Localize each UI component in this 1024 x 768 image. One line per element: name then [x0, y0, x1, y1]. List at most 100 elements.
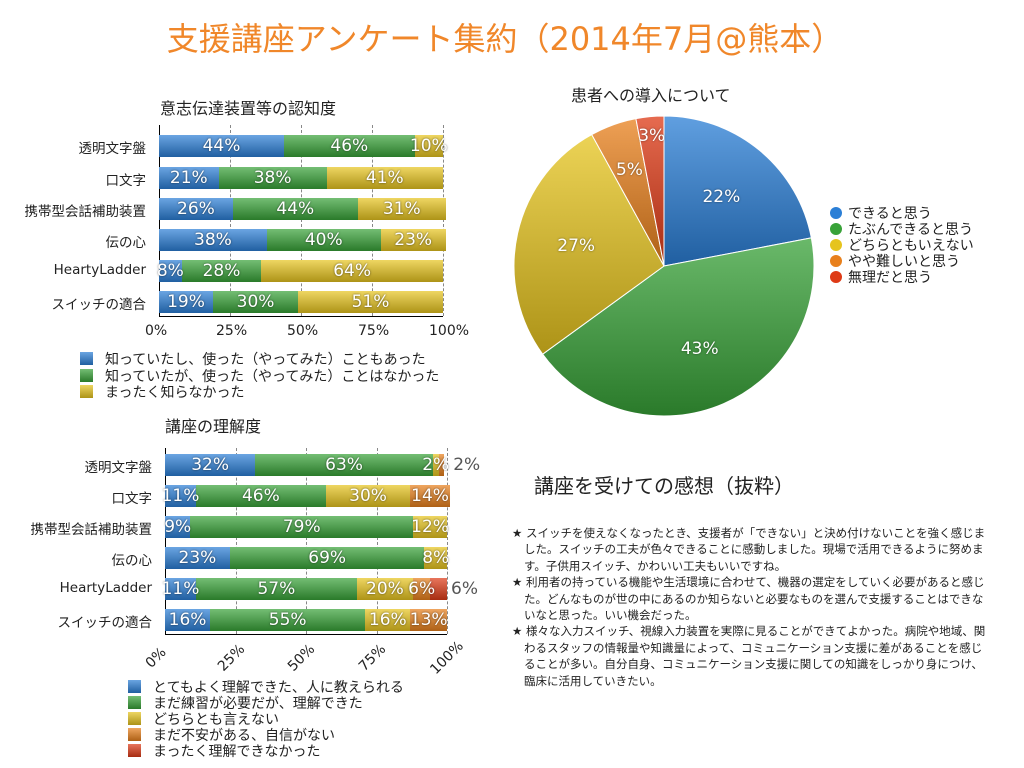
legend-label: まだ不安がある、自信がない — [153, 728, 335, 744]
plot-area — [165, 448, 448, 635]
bar-segment — [165, 547, 230, 569]
category-label: 口文字 — [111, 491, 153, 507]
bar-value-label: 32% — [191, 455, 230, 475]
bar-segment — [210, 609, 366, 631]
category-label: スイッチの適合 — [51, 297, 147, 313]
bar-value-label: 9% — [164, 517, 192, 537]
bar-segment — [326, 167, 443, 189]
bar-value-label: 46% — [241, 486, 280, 506]
bar-segment — [413, 516, 447, 538]
gridline — [230, 125, 231, 316]
bar-segment — [218, 167, 327, 189]
bar-segment — [165, 485, 197, 507]
legend-swatch — [128, 744, 141, 757]
bar-segment — [380, 229, 446, 251]
bar-segment — [190, 516, 414, 538]
legend-dot — [830, 207, 842, 219]
legend-dot — [830, 239, 842, 251]
bar-value-label: 38% — [194, 230, 232, 250]
bar-segment — [159, 198, 233, 220]
bar-value-label: 10% — [409, 136, 448, 156]
legend-label: できると思う — [848, 206, 932, 222]
bar-segment — [255, 454, 433, 476]
pie-legend-item: たぶんできると思う — [830, 222, 973, 238]
legend-label: やや難しいと思う — [848, 254, 960, 270]
legend-item: どちらとも言えない — [128, 712, 279, 728]
bar-segment — [165, 578, 197, 600]
pie-value-label: 22% — [702, 186, 741, 207]
category-label: 携帯型会話補助装置 — [24, 204, 147, 220]
bar-value-label: 69% — [308, 548, 347, 568]
category-label: スイッチの適合 — [57, 615, 153, 631]
x-tick-label: 100% — [429, 323, 470, 339]
category-label: HeartyLadder — [59, 580, 152, 596]
x-tick-label: 75% — [358, 323, 390, 339]
bar-value-label: 2% — [453, 455, 481, 475]
bar-value-label: 30% — [236, 292, 275, 312]
legend-label: どちらとも言えない — [153, 712, 279, 728]
bar-segment — [159, 291, 213, 313]
category-label: 透明文字盤 — [78, 141, 147, 157]
bar-segment — [410, 485, 450, 507]
chart1-title: 意志伝達装置等の認知度 — [160, 99, 337, 118]
pie-legend-item: やや難しいと思う — [830, 254, 960, 270]
category-label: 口文字 — [105, 173, 147, 189]
bar-segment — [424, 547, 447, 569]
bar-segment — [261, 260, 443, 282]
bar-value-label: 11% — [161, 579, 200, 599]
legend-swatch — [128, 728, 141, 741]
bar-value-label: 79% — [282, 517, 321, 537]
bar-segment — [165, 609, 211, 631]
bar-segment — [298, 291, 443, 313]
pie-value-label: 5% — [615, 160, 643, 181]
bar-value-label: 64% — [333, 261, 372, 281]
legend-label: 無理だと思う — [848, 270, 932, 286]
bar-segment — [356, 578, 414, 600]
comment-item: ★ 様々な入力スイッチ、視線入力装置を実際に見ることができてよかった。病院や地域… — [512, 624, 986, 688]
category-label: HeartyLadder — [53, 262, 146, 278]
bar-value-label: 31% — [382, 199, 421, 219]
pie-slice — [513, 133, 665, 355]
bar-segment — [325, 485, 411, 507]
gridline — [235, 448, 237, 634]
bar-segment — [432, 454, 439, 476]
legend-item: まだ不安がある、自信がない — [128, 728, 335, 744]
legend-dot — [830, 271, 842, 283]
legend-swatch — [128, 696, 141, 709]
bar-segment — [232, 198, 358, 220]
bar-segment — [357, 198, 446, 220]
bar-value-label: 13% — [409, 610, 448, 630]
bar-segment — [165, 454, 256, 476]
legend-label: まったく知らなかった — [105, 385, 245, 401]
x-tick-label: 0% — [145, 323, 168, 339]
legend-item: とてもよく理解できた、人に教えられる — [128, 680, 404, 696]
legend-label: 知っていたし、使った（やってみた）こともあった — [105, 352, 426, 368]
legend-dot — [830, 255, 842, 267]
legend-label: たぶんできると思う — [848, 222, 974, 238]
pie-slice — [663, 115, 812, 267]
pie-value-label: 43% — [680, 338, 719, 359]
legend-item: まだ練習が必要だが、理解できた — [128, 696, 363, 712]
legend-label: まったく理解できなかった — [153, 744, 321, 760]
bar-value-label: 57% — [257, 579, 296, 599]
bar-segment — [159, 167, 219, 189]
bar-segment — [159, 260, 182, 282]
legend-dot — [830, 223, 842, 235]
bar-value-label: 38% — [253, 168, 292, 188]
bar-segment — [159, 229, 267, 251]
bar-value-label: 44% — [202, 136, 241, 156]
bar-value-label: 21% — [169, 168, 208, 188]
bar-segment — [196, 578, 357, 600]
bar-segment — [410, 609, 447, 631]
bar-value-label: 19% — [167, 292, 205, 312]
bar-segment — [266, 229, 381, 251]
pie-legend-item: できると思う — [830, 206, 932, 222]
legend-swatch — [80, 385, 93, 398]
legend-label: 知っていたが、使った（やってみた）ことはなかった — [105, 368, 440, 385]
bar-value-label: 6% — [408, 579, 436, 599]
bar-segment — [414, 135, 443, 157]
pie-legend-item: どちらともいえない — [830, 238, 974, 254]
category-label: 携帯型会話補助装置 — [30, 522, 153, 538]
legend-label: とてもよく理解できた、人に教えられる — [153, 680, 404, 696]
plot-area — [159, 125, 444, 317]
